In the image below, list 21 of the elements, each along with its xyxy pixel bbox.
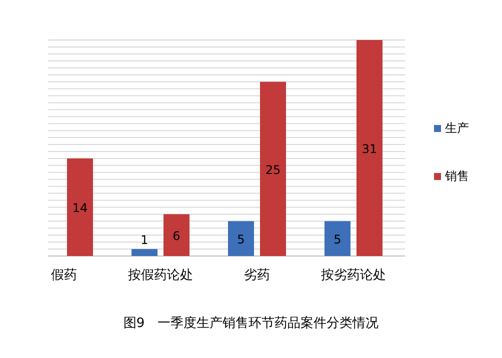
- legend-label: 销售: [444, 169, 469, 183]
- text: 图9 一季度生产销售环节药品案件分类情况: [123, 315, 379, 331]
- x-tick-label: 劣药: [244, 268, 270, 283]
- data-label: 14: [72, 201, 88, 216]
- bar: [356, 40, 382, 256]
- bar: [67, 158, 93, 256]
- data-label: 5: [237, 232, 245, 247]
- bar: [164, 214, 190, 256]
- bar: [228, 221, 254, 256]
- data-label: 5: [334, 232, 342, 247]
- legend-label: 生产: [445, 121, 469, 135]
- data-label: 6: [172, 229, 180, 244]
- x-tick-label: 按劣药论处: [321, 268, 386, 283]
- bar: [132, 249, 158, 256]
- data-label: 31: [362, 142, 378, 156]
- bar: [324, 221, 350, 256]
- bar: [260, 82, 286, 256]
- x-tick-label: 按假药论处: [128, 268, 193, 283]
- x-tick-label: 假药: [51, 268, 77, 283]
- data-label: 25: [265, 162, 281, 177]
- data-label: 1: [140, 233, 148, 248]
